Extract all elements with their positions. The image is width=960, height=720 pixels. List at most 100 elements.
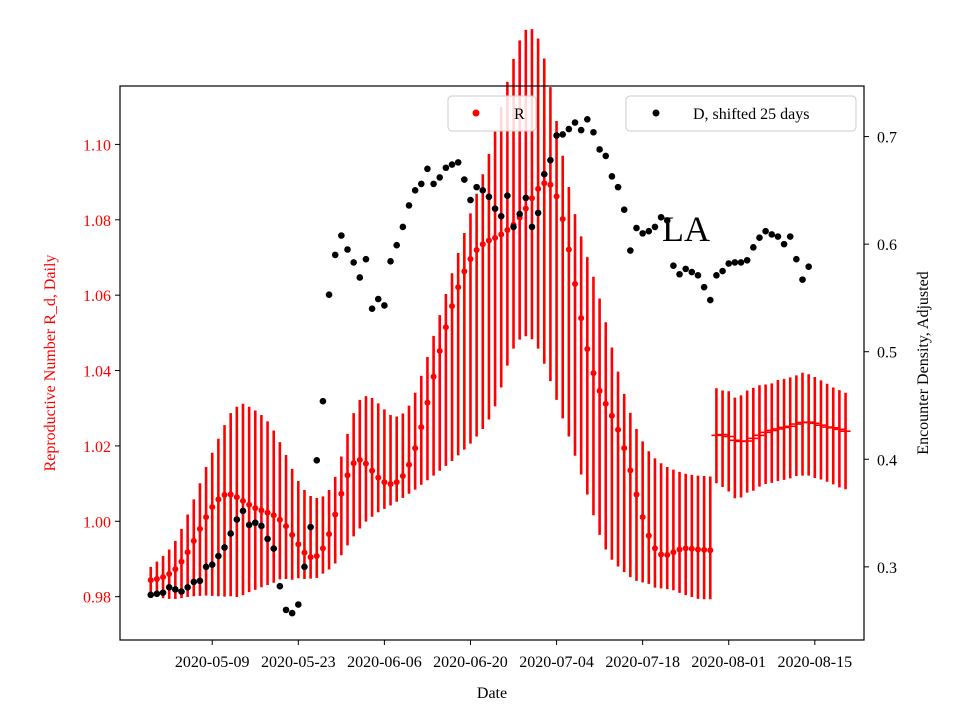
r-point (633, 491, 640, 498)
r-point (233, 494, 240, 501)
y-right-tick-label: 0.7 (877, 130, 897, 147)
r-point (522, 205, 529, 212)
r-point (246, 501, 253, 508)
x-tick-label: 2020-08-01 (691, 654, 766, 671)
y-left-tick-label: 1.02 (83, 439, 111, 456)
r-point (313, 552, 320, 559)
r-point (535, 185, 542, 192)
r-point (196, 525, 203, 532)
d-point (522, 194, 530, 202)
r-point (289, 531, 296, 538)
d-point (663, 217, 671, 224)
r-point (190, 537, 197, 544)
r-point (252, 505, 259, 512)
d-point (454, 159, 462, 166)
d-point (430, 180, 437, 188)
y-left-tick-label: 1.10 (83, 137, 111, 154)
r-point (307, 554, 314, 561)
y-axis-right-label: Encounter Density, Adjusted (915, 271, 932, 454)
r-point (166, 571, 173, 578)
r-point (639, 514, 646, 521)
y-right-tick-label: 0.6 (877, 237, 897, 254)
d-point (682, 265, 689, 273)
r-point (584, 346, 591, 353)
r-point (239, 497, 246, 504)
d-point (338, 232, 345, 239)
r-point (209, 503, 216, 510)
d-point (786, 233, 794, 240)
d-point (645, 227, 653, 235)
r-point (676, 546, 683, 553)
d-point (731, 259, 739, 266)
d-point (584, 116, 591, 123)
plot-frame (119, 85, 865, 641)
d-point (565, 125, 573, 133)
r-point (547, 181, 554, 188)
r-point (344, 472, 351, 479)
x-tick-label: 2020-07-04 (519, 654, 594, 671)
legend-d-marker (652, 109, 660, 117)
legend-r: R (447, 95, 537, 132)
d-point (479, 187, 487, 194)
legend-d-label: D, shifted 25 days (693, 106, 809, 123)
d-point (762, 227, 769, 235)
r-point (153, 575, 160, 582)
r-point (184, 549, 191, 556)
r-point (688, 545, 695, 552)
d-point (159, 589, 167, 596)
d-point (190, 578, 198, 586)
d-point (793, 255, 800, 263)
d-point (737, 259, 745, 266)
r-point (418, 424, 425, 431)
d-point (602, 152, 610, 160)
d-point (448, 161, 456, 168)
r-point (283, 523, 290, 530)
r-point (258, 507, 265, 514)
d-point (215, 552, 222, 560)
r-point (215, 496, 222, 503)
r-point (492, 234, 499, 241)
d-point (350, 259, 357, 266)
d-point (417, 180, 425, 188)
legend-r-box (447, 95, 537, 132)
y-right-tick-label: 0.3 (877, 560, 897, 577)
r-point (412, 445, 419, 452)
r-point (608, 412, 615, 419)
r-point (276, 516, 283, 523)
d-point (805, 263, 812, 271)
r-point (461, 268, 468, 275)
r-point (295, 541, 302, 548)
d-point (424, 165, 431, 173)
y-left-tick-label: 1.06 (83, 288, 111, 305)
d-series (147, 116, 812, 617)
d-point (540, 170, 548, 178)
r-point (707, 547, 714, 554)
d-point (147, 591, 155, 599)
r-point (332, 511, 339, 518)
r-point (381, 479, 388, 486)
x-tick-label: 2020-06-20 (433, 654, 508, 671)
r-point (221, 491, 228, 498)
r-point (430, 373, 437, 380)
r-point (572, 280, 579, 287)
r-point (559, 216, 566, 223)
y-left-tick-label: 1.04 (83, 364, 111, 381)
d-point (743, 256, 751, 264)
d-point (227, 530, 234, 537)
d-point (387, 258, 394, 265)
y-right-tick-label: 0.4 (877, 452, 897, 469)
r-point (565, 246, 572, 253)
r-point (375, 474, 382, 481)
legend-r-marker (472, 109, 480, 117)
d-point (184, 583, 191, 591)
r-point (651, 545, 658, 552)
d-point (670, 262, 677, 269)
r-point (553, 193, 560, 200)
r-point (356, 456, 363, 463)
r-point (504, 226, 511, 233)
d-point (165, 583, 173, 591)
d-point (393, 241, 400, 249)
d-point (344, 246, 351, 253)
r-point (227, 491, 234, 498)
d-point (553, 132, 560, 139)
